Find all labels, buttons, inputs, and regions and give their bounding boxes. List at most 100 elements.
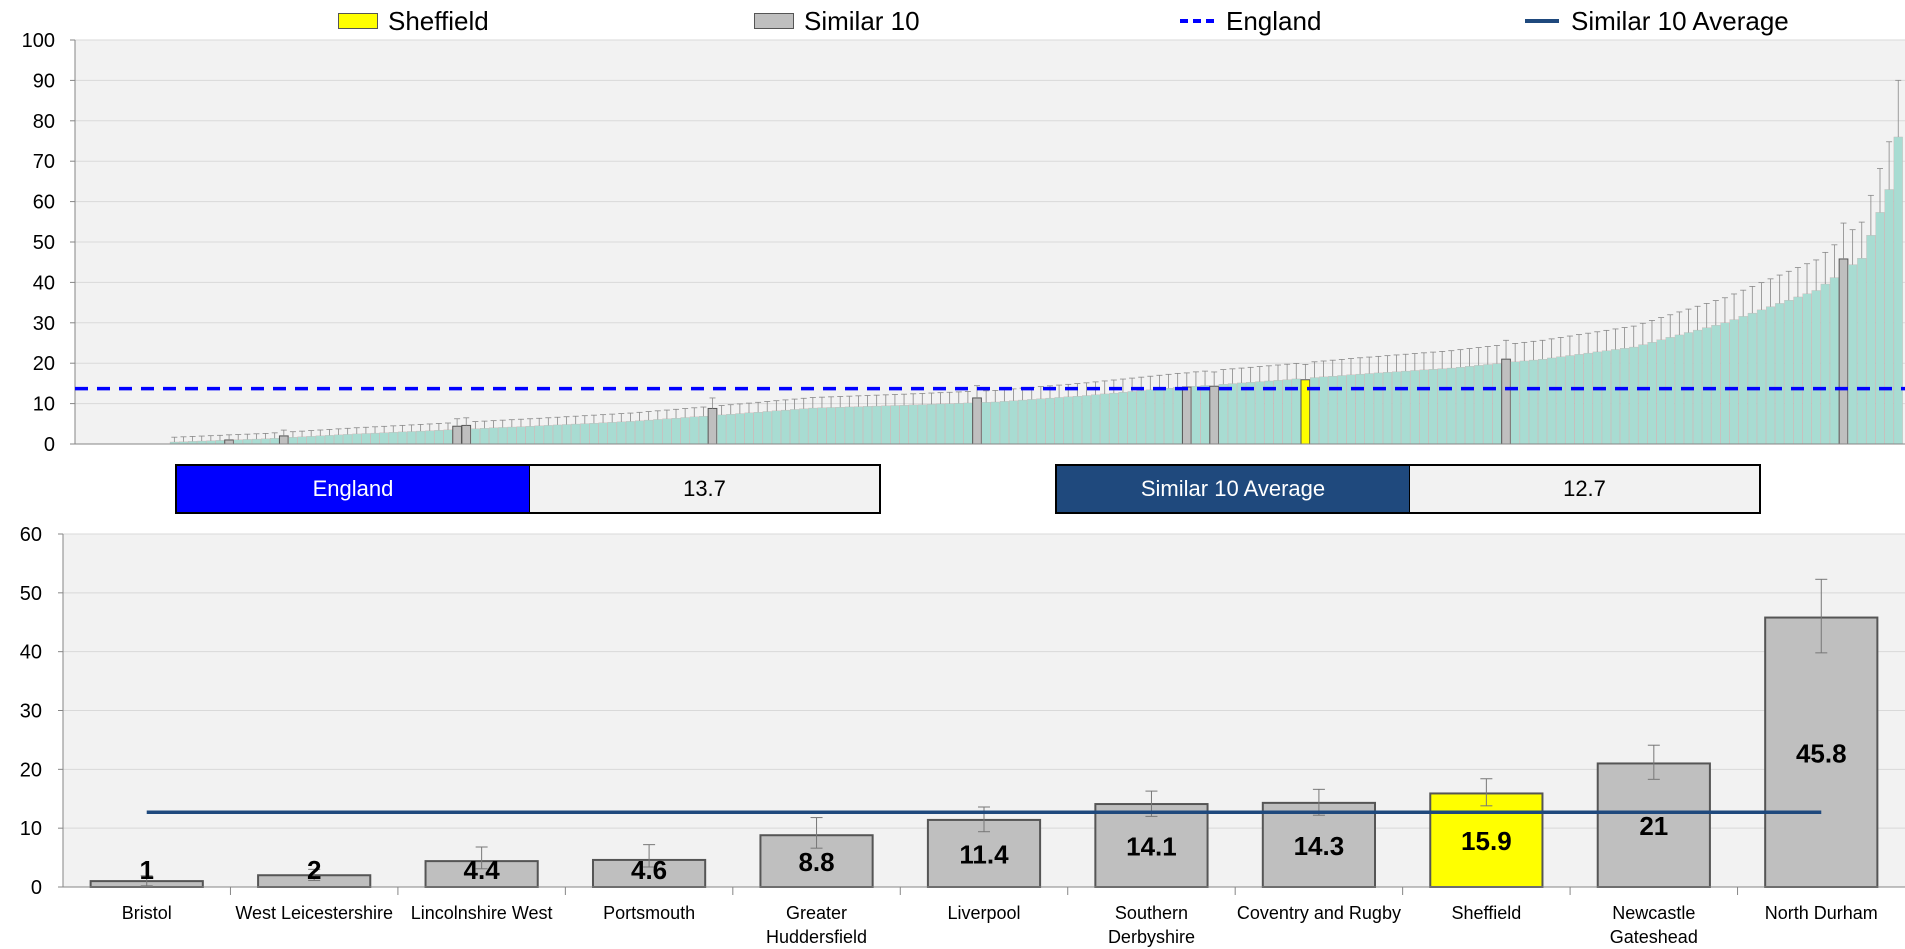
top-bar [881, 405, 891, 445]
top-bar [908, 404, 918, 445]
top-bar [215, 440, 225, 445]
top-bar [753, 412, 763, 445]
legend-line-similar-10-average [1525, 19, 1559, 23]
top-bar [1264, 380, 1274, 445]
top-bar [1538, 359, 1548, 445]
top-bar [589, 423, 599, 445]
top-bar [726, 414, 736, 445]
england-stat-value: 13.7 [529, 466, 879, 512]
top-bar [945, 403, 955, 445]
top-bar [443, 429, 453, 445]
legend-item-similar-10: Similar 10 [754, 6, 920, 36]
top-bar [872, 405, 882, 445]
top-bar [1227, 383, 1237, 445]
top-bar [1109, 392, 1119, 445]
top-bar [1382, 372, 1392, 445]
top-y-tick-label: 0 [44, 434, 55, 456]
top-y-tick-label: 60 [33, 192, 55, 214]
top-bar [1364, 373, 1374, 445]
top-bar [343, 434, 353, 445]
top-bar [1775, 303, 1785, 445]
top-bar [771, 410, 781, 445]
top-bar [1428, 369, 1438, 445]
top-bar [1100, 393, 1110, 445]
top-bar [498, 427, 508, 445]
legend-label: England [1226, 5, 1322, 36]
category-label-west-leicestershire: West Leicestershire [235, 903, 393, 923]
legend-label: Sheffield [388, 5, 489, 36]
top-bar-west-leicestershire [278, 435, 289, 445]
top-bar [434, 430, 444, 445]
category-label-newcastle-gateshead: Gateshead [1610, 927, 1698, 947]
top-bar [1592, 351, 1602, 445]
top-bar [598, 422, 608, 445]
top-bar [780, 409, 790, 445]
bar-north-durham [1764, 616, 1879, 888]
top-bar [562, 424, 572, 445]
top-bar [817, 407, 827, 445]
top-y-tick-label: 90 [33, 70, 55, 92]
top-bar [1246, 382, 1256, 445]
top-bar [853, 406, 863, 445]
top-bar [1665, 337, 1675, 445]
top-y-tick-label: 80 [33, 111, 55, 133]
top-bar [963, 402, 973, 445]
category-label-greater-huddersfield: Huddersfield [766, 927, 867, 947]
category-label-liverpool: Liverpool [947, 903, 1020, 923]
top-bar [1218, 384, 1228, 445]
bottom-y-tick-label: 10 [20, 818, 42, 840]
value-label-greater-huddersfield: 8.8 [798, 847, 834, 877]
top-bar [1373, 372, 1383, 445]
top-bar [489, 427, 499, 445]
top-bar [990, 401, 1000, 445]
top-bar [1401, 370, 1411, 445]
top-bar [297, 436, 307, 445]
top-bar [1693, 329, 1703, 445]
top-bar-newcastle-gateshead [1501, 358, 1511, 445]
top-bar [507, 426, 517, 445]
top-bar [999, 401, 1009, 445]
top-y-tick-label: 10 [33, 394, 55, 416]
top-bar [625, 421, 635, 445]
bar-southern-derbyshire [1094, 803, 1209, 889]
top-bar [324, 435, 334, 445]
top-bar [680, 417, 690, 445]
top-bar [1045, 397, 1055, 445]
top-bar [890, 405, 900, 445]
top-bar [1793, 296, 1803, 445]
top-bar [1601, 350, 1611, 445]
top-y-tick-label: 100 [22, 30, 55, 52]
top-bar [744, 412, 754, 445]
bottom-y-tick-label: 60 [20, 524, 42, 546]
top-bar [735, 413, 745, 445]
category-label-sheffield: Sheffield [1451, 903, 1521, 923]
top-bar [233, 439, 243, 445]
top-bar [616, 421, 626, 445]
top-bar-lincolnshire-west [452, 425, 462, 445]
top-bar [1081, 395, 1091, 445]
top-bar-greater-huddersfield [707, 407, 718, 445]
top-bar [662, 418, 672, 445]
category-label-lincolnshire-west: Lincolnshire West [411, 903, 553, 923]
top-bar [1410, 370, 1420, 445]
top-bar [1145, 389, 1155, 445]
top-bar [1446, 367, 1456, 445]
top-bar [1620, 348, 1630, 445]
top-bar [1556, 356, 1566, 445]
england-stat-box: England 13.7 [175, 464, 881, 514]
similar-average-stat-box: Similar 10 Average 12.7 [1055, 464, 1761, 514]
top-bar [1164, 388, 1174, 445]
top-bar [571, 423, 581, 445]
bottom-y-tick-label: 30 [20, 701, 42, 723]
top-bar [1018, 399, 1028, 445]
top-bar [1419, 369, 1429, 445]
category-label-coventry-and-rugby: Coventry and Rugby [1237, 903, 1401, 923]
legend-label: Similar 10 [804, 5, 920, 36]
top-bar [1756, 309, 1766, 445]
similar-average-stat-label: Similar 10 Average [1057, 466, 1409, 512]
top-bar [936, 403, 946, 445]
top-bar [762, 411, 772, 445]
top-bar [1702, 327, 1712, 445]
top-bar [1647, 342, 1657, 445]
top-bar [826, 407, 836, 445]
